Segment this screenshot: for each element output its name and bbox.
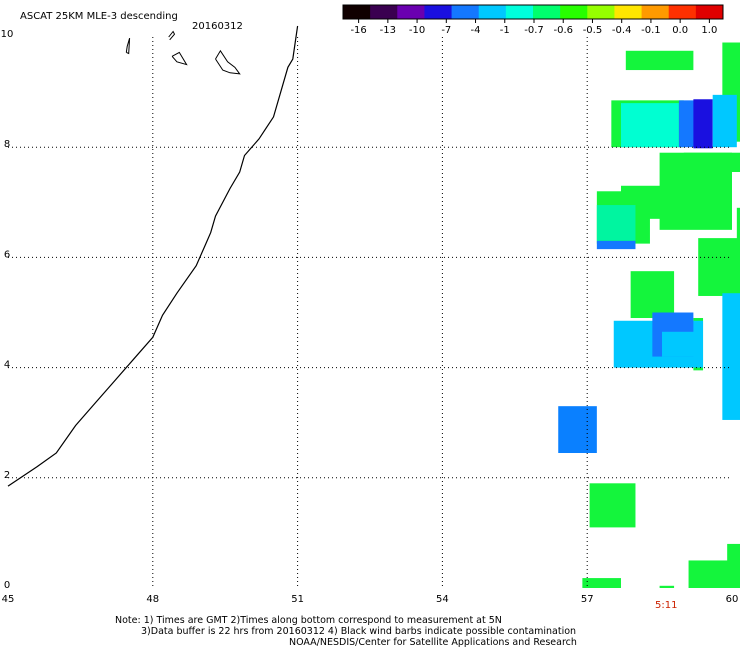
colorbar-label: -10 xyxy=(409,25,425,36)
note-line-2: 3)Data buffer is 22 hrs from 20160312 4)… xyxy=(141,626,577,637)
wind-cell xyxy=(630,271,675,319)
colorbar-frame xyxy=(342,4,724,20)
colorbar-label: 0.0 xyxy=(672,25,688,36)
colorbar-swatch xyxy=(560,5,588,19)
wind-cell xyxy=(596,240,636,250)
wind-cell xyxy=(659,585,675,588)
wind-cells xyxy=(558,42,740,588)
y-tick-label: 2 xyxy=(4,470,10,481)
note-line-3: NOAA/NESDIS/Center for Satellite Applica… xyxy=(289,637,577,648)
x-tick-label: 60 xyxy=(726,594,739,605)
colorbar-label: -4 xyxy=(471,25,481,36)
colorbar-swatch xyxy=(343,5,371,19)
island-outline xyxy=(171,51,188,66)
colorbar-label: -16 xyxy=(350,25,366,36)
x-tick-label: 57 xyxy=(581,594,594,605)
colorbar-label: -0.1 xyxy=(641,25,661,36)
wind-cell xyxy=(698,238,740,296)
island-outline xyxy=(215,49,241,75)
colorbar-label: -1 xyxy=(500,25,510,36)
colorbar-label: -0.5 xyxy=(583,25,603,36)
island-outline xyxy=(125,37,131,55)
colorbar-swatch xyxy=(424,5,453,19)
x-tick-label: 48 xyxy=(146,594,159,605)
colorbar-swatch xyxy=(478,5,507,19)
note-line-1: Note: 1) Times are GMT 2)Times along bot… xyxy=(115,615,502,626)
wind-cell xyxy=(683,152,740,172)
colorbar: -16 -13 -10 -7 -4 -1 -0.7 -0.6 -0.5 -0.4 -0.1 0.0 1.… xyxy=(342,4,724,36)
colorbar-label: -7 xyxy=(441,25,451,36)
y-tick-label: 6 xyxy=(4,249,10,260)
wind-cell xyxy=(693,99,713,149)
wind-cell xyxy=(589,483,636,528)
y-tick-label: 4 xyxy=(4,360,10,371)
wind-cell xyxy=(596,205,636,241)
wind-cell xyxy=(722,293,740,420)
wind-cell xyxy=(558,406,597,454)
colorbar-swatch xyxy=(370,5,398,19)
colorbar-swatch xyxy=(587,5,615,19)
x-tick-label: 54 xyxy=(436,594,449,605)
coastline xyxy=(7,25,299,487)
colorbar-label: -0.7 xyxy=(524,25,544,36)
wind-cell xyxy=(620,103,679,148)
colorbar-swatch xyxy=(533,5,561,19)
colorbar-label: -0.4 xyxy=(612,25,632,36)
colorbar-swatch xyxy=(451,5,480,19)
y-tick-label: 8 xyxy=(4,139,10,150)
x-tick-label: 45 xyxy=(2,594,15,605)
colorbar-swatch xyxy=(505,5,534,19)
colorbar-label: -13 xyxy=(380,25,396,36)
colorbar-swatch xyxy=(668,5,697,19)
colorbar-swatch xyxy=(614,5,643,19)
time-label: 5:11 xyxy=(655,600,678,611)
colorbar-swatch xyxy=(397,5,425,19)
wind-cell xyxy=(625,50,694,71)
wind-cell xyxy=(582,578,621,588)
y-tick-label: 0 xyxy=(4,580,10,591)
coastline-line xyxy=(7,25,299,487)
colorbar-swatches xyxy=(342,4,724,20)
wind-cell xyxy=(662,331,699,357)
axis-ticks: 45 48 51 54 57 60 0 2 4 6 8 10 xyxy=(1,29,739,605)
y-tick-label: 10 xyxy=(1,29,14,40)
colorbar-swatch xyxy=(641,5,670,19)
x-tick-label: 51 xyxy=(291,594,304,605)
colorbar-label: 1.0 xyxy=(701,25,717,36)
map-grid xyxy=(8,37,732,588)
map-title: ASCAT 25KM MLE-3 descending xyxy=(20,11,178,22)
colorbar-labels: -16 -13 -10 -7 -4 -1 -0.7 -0.6 -0.5 -0.4 -0.1 0.0 1.… xyxy=(350,19,717,36)
map-date: 20160312 xyxy=(192,21,243,32)
island-outline xyxy=(168,30,176,41)
wind-cell xyxy=(727,543,740,575)
colorbar-swatch xyxy=(695,5,724,19)
wind-cell xyxy=(712,94,737,148)
colorbar-label: -0.6 xyxy=(553,25,573,36)
